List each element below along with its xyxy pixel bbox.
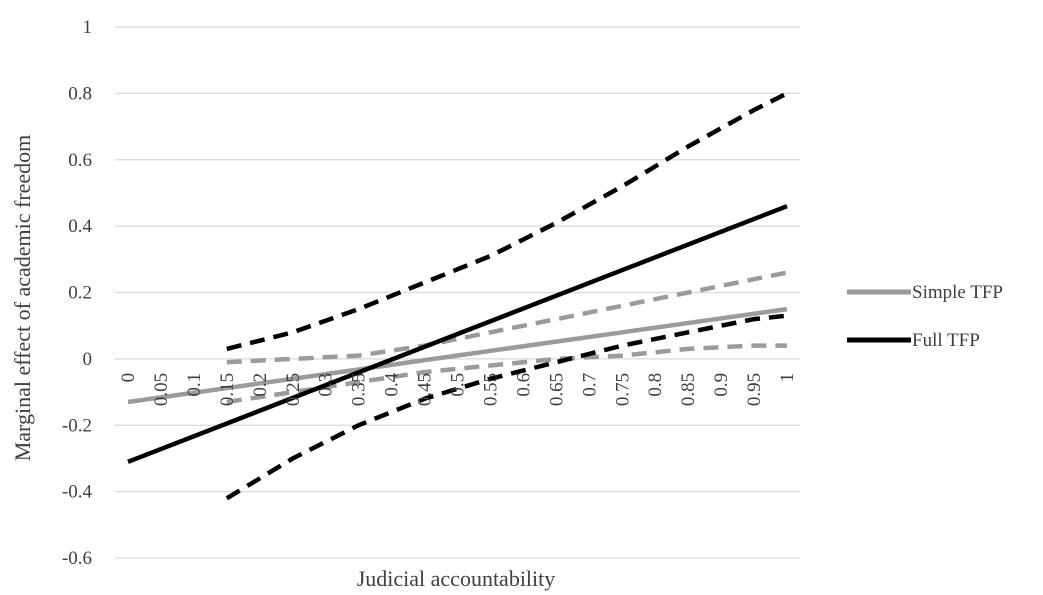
x-tick-label: 0.55	[481, 373, 502, 406]
y-tick-label: 0.2	[68, 283, 92, 304]
y-tick-label: -0.2	[62, 415, 92, 436]
y-tick-label: -0.4	[62, 482, 93, 503]
x-tick-label: 0.3	[316, 373, 337, 397]
x-tick-label: 1	[777, 373, 798, 383]
x-tick-label: 0.25	[283, 373, 304, 406]
x-tick-label: 0.8	[645, 373, 666, 397]
simple-tfp-line	[127, 306, 788, 405]
x-tick-label: 0.15	[217, 373, 238, 406]
x-tick-label: 0.2	[250, 373, 271, 397]
y-tick-label: 1	[83, 17, 93, 38]
x-tick-label: 0.65	[546, 373, 567, 406]
full-tfp-line	[127, 204, 788, 464]
legend-label: Full TFP	[912, 330, 980, 351]
x-tick-label: 0.4	[382, 372, 403, 396]
y-axis-ticks: 1 0.8 0.6 0.4 0.2 0 -0.2 -0.4 -0.6	[62, 17, 93, 569]
x-tick-label: 0.6	[513, 373, 534, 397]
y-tick-label: 0.4	[68, 216, 92, 237]
x-axis-ticks: 0 0.05 0.1 0.15 0.2 0.25 0.3 0.35 0.4 0.45 0.5 0.55…	[118, 372, 798, 406]
x-tick-label: 0.85	[678, 373, 699, 406]
x-axis-title: Judicial accountability	[357, 566, 556, 591]
y-tick-label: 0.6	[68, 150, 92, 171]
full-tfp-lower-bound-dashed	[225, 313, 788, 501]
full-tfp-upper-bound-dashed	[226, 91, 789, 352]
y-tick-label: 0.8	[68, 83, 92, 104]
y-tick-label: -0.6	[62, 548, 92, 569]
x-tick-label: 0.9	[711, 373, 732, 397]
series-lines	[127, 91, 789, 501]
legend-label: Simple TFP	[912, 282, 1003, 303]
simple-tfp-lower-bound-dashed	[226, 343, 787, 405]
x-tick-label: 0.95	[744, 373, 765, 406]
legend-item: Simple TFP	[847, 282, 1003, 303]
x-tick-label: 0	[118, 373, 139, 383]
simple-tfp-upper-bound-dashed	[226, 270, 788, 365]
y-tick-label: 0	[83, 349, 93, 370]
legend-item: Full TFP	[847, 330, 980, 351]
x-tick-label: 0.45	[415, 373, 436, 406]
x-tick-label: 0.5	[448, 373, 469, 397]
x-tick-label: 0.35	[349, 373, 370, 406]
legend: Simple TFP Full TFP	[847, 282, 1003, 351]
gridlines	[115, 26, 800, 559]
x-tick-label: 0.1	[184, 373, 205, 397]
x-tick-label: 0.75	[612, 373, 633, 406]
x-tick-label: 0.7	[579, 373, 600, 397]
x-tick-label: 0.05	[151, 373, 172, 406]
y-axis-title: Marginal effect of academic freedom	[10, 135, 35, 462]
